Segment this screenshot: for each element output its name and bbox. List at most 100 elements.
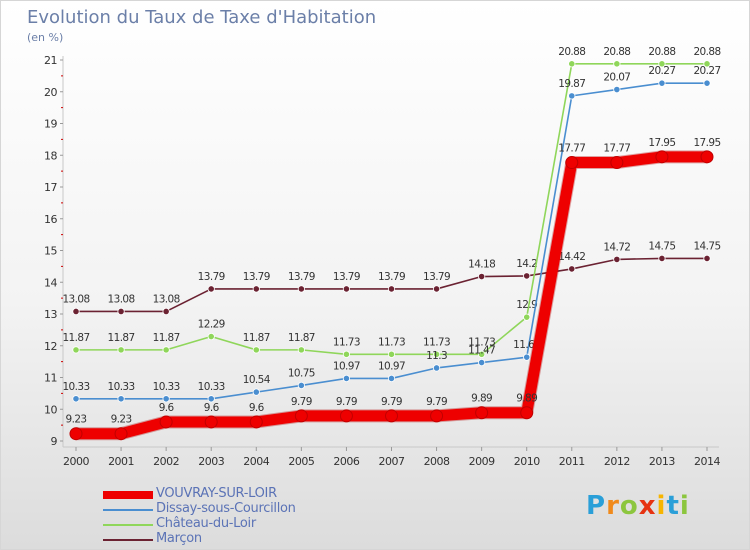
data-label-dissay-sous-courcillon: 11.3 [426,350,447,362]
legend-swatch-chateau [103,524,153,526]
data-label-ch-teau-du-loir: 11.73 [333,336,360,348]
logo-letter: P [586,491,607,521]
logo-letter: i [656,491,667,521]
data-point-mar-on [207,285,215,293]
proxiti-logo: Proxiti [586,491,690,521]
data-label-mar-on: 13.79 [378,271,405,283]
data-point-vouvray-sur-loir [249,415,263,429]
logo-letter: i [679,491,690,521]
data-point-ch-teau-du-loir [297,346,305,354]
logo-letter: x [638,491,657,521]
data-label-ch-teau-du-loir: 11.87 [108,332,135,344]
data-point-ch-teau-du-loir [387,350,396,358]
logo-letter: r [606,491,620,521]
data-label-mar-on: 13.79 [288,271,315,283]
data-point-ch-teau-du-loir [162,346,170,354]
data-point-mar-on [478,272,486,281]
data-label-mar-on: 14.42 [558,251,585,263]
x-tick-label: 2014 [694,455,720,468]
data-label-mar-on: 13.08 [108,293,135,305]
data-label-mar-on: 14.18 [468,259,495,271]
y-tick-label: 15 [44,245,57,258]
y-tick-label: 16 [44,213,57,226]
y-tick-label: 21 [44,54,57,67]
data-point-vouvray-sur-loir [385,409,398,423]
x-tick-label: 2011 [559,455,585,468]
data-label-vouvray-sur-loir: 9.79 [381,396,402,408]
x-tick-label: 2005 [288,455,314,468]
legend-label-vouvray: VOUVRAY-SUR-LOIR [156,486,277,501]
data-point-dissay-sous-courcillon [297,381,305,390]
data-label-mar-on: 14.72 [603,241,630,253]
data-point-vouvray-sur-loir [69,427,83,441]
data-label-ch-teau-du-loir: 20.88 [603,46,630,58]
legend-swatch-vouvray [103,491,153,499]
data-label-dissay-sous-courcillon: 10.97 [378,360,405,372]
y-tick-label: 20 [44,86,57,99]
data-point-vouvray-sur-loir [294,409,308,423]
data-point-ch-teau-du-loir [523,313,531,321]
x-tick-label: 2012 [604,455,630,468]
data-label-dissay-sous-courcillon: 20.27 [693,65,720,77]
data-point-dissay-sous-courcillon [387,374,396,383]
data-label-dissay-sous-courcillon: 10.33 [108,381,135,393]
data-label-dissay-sous-courcillon: 11.47 [468,345,495,357]
data-point-vouvray-sur-loir [475,406,489,420]
data-point-ch-teau-du-loir [478,350,486,358]
legend-item-marcon[interactable]: Marçon [103,531,363,547]
data-label-dissay-sous-courcillon: 20.27 [648,65,675,77]
legend-item-dissay[interactable]: Dissay-sous-Courcillon [103,501,363,517]
chart-legend: VOUVRAY-SUR-LOIR Dissay-sous-Courcillon … [103,486,363,547]
data-label-vouvray-sur-loir: 9.23 [66,414,87,426]
legend-item-chateau[interactable]: Château-du-Loir [103,516,363,532]
data-label-dissay-sous-courcillon: 10.75 [288,367,315,379]
data-point-mar-on [658,254,666,263]
x-tick-label: 2000 [63,455,89,468]
data-label-ch-teau-du-loir: 11.87 [153,332,180,344]
data-point-dissay-sous-courcillon [478,358,486,367]
data-label-ch-teau-du-loir: 20.88 [558,46,585,58]
data-point-mar-on [117,307,125,316]
x-tick-label: 2006 [333,455,359,468]
data-label-vouvray-sur-loir: 9.23 [111,414,132,426]
x-tick-label: 2008 [424,455,450,468]
data-label-vouvray-sur-loir: 9.79 [336,396,357,408]
legend-label-marcon: Marçon [156,531,202,546]
data-label-ch-teau-du-loir: 20.88 [693,46,720,58]
data-point-ch-teau-du-loir [432,350,441,358]
x-tick-label: 2003 [198,455,224,468]
data-label-vouvray-sur-loir: 17.77 [558,143,585,155]
y-tick-label: 14 [44,276,57,289]
data-label-mar-on: 13.79 [243,271,270,283]
data-point-dissay-sous-courcillon [162,395,170,403]
legend-item-vouvray[interactable]: VOUVRAY-SUR-LOIR [103,486,363,502]
data-label-ch-teau-du-loir: 20.88 [648,46,675,58]
data-point-dissay-sous-courcillon [432,364,441,372]
data-point-dissay-sous-courcillon [568,92,576,100]
data-label-ch-teau-du-loir: 11.87 [243,332,270,344]
data-point-dissay-sous-courcillon [703,79,711,87]
data-point-mar-on [342,285,351,293]
y-tick-label: 12 [44,340,57,353]
data-label-ch-teau-du-loir: 12.29 [198,319,225,331]
data-label-dissay-sous-courcillon: 10.33 [153,381,180,393]
data-point-vouvray-sur-loir [610,156,624,170]
data-point-dissay-sous-courcillon [523,353,531,361]
data-label-vouvray-sur-loir: 9.79 [291,396,312,408]
data-point-dissay-sous-courcillon [117,395,125,403]
data-point-mar-on [523,272,531,280]
chart-subtitle: (en %) [27,31,64,44]
data-label-ch-teau-du-loir: 11.73 [423,336,450,348]
data-label-dissay-sous-courcillon: 19.87 [558,78,585,90]
data-label-vouvray-sur-loir: 17.95 [693,137,720,149]
data-label-dissay-sous-courcillon: 20.07 [603,72,630,84]
data-point-vouvray-sur-loir [430,409,444,423]
data-point-mar-on [162,307,170,316]
data-point-mar-on [703,254,711,263]
data-label-mar-on: 13.79 [333,271,360,283]
y-tick-label: 9 [51,435,58,448]
data-point-dissay-sous-courcillon [613,85,621,94]
y-tick-label: 17 [44,181,57,194]
data-label-mar-on: 13.08 [153,293,180,305]
